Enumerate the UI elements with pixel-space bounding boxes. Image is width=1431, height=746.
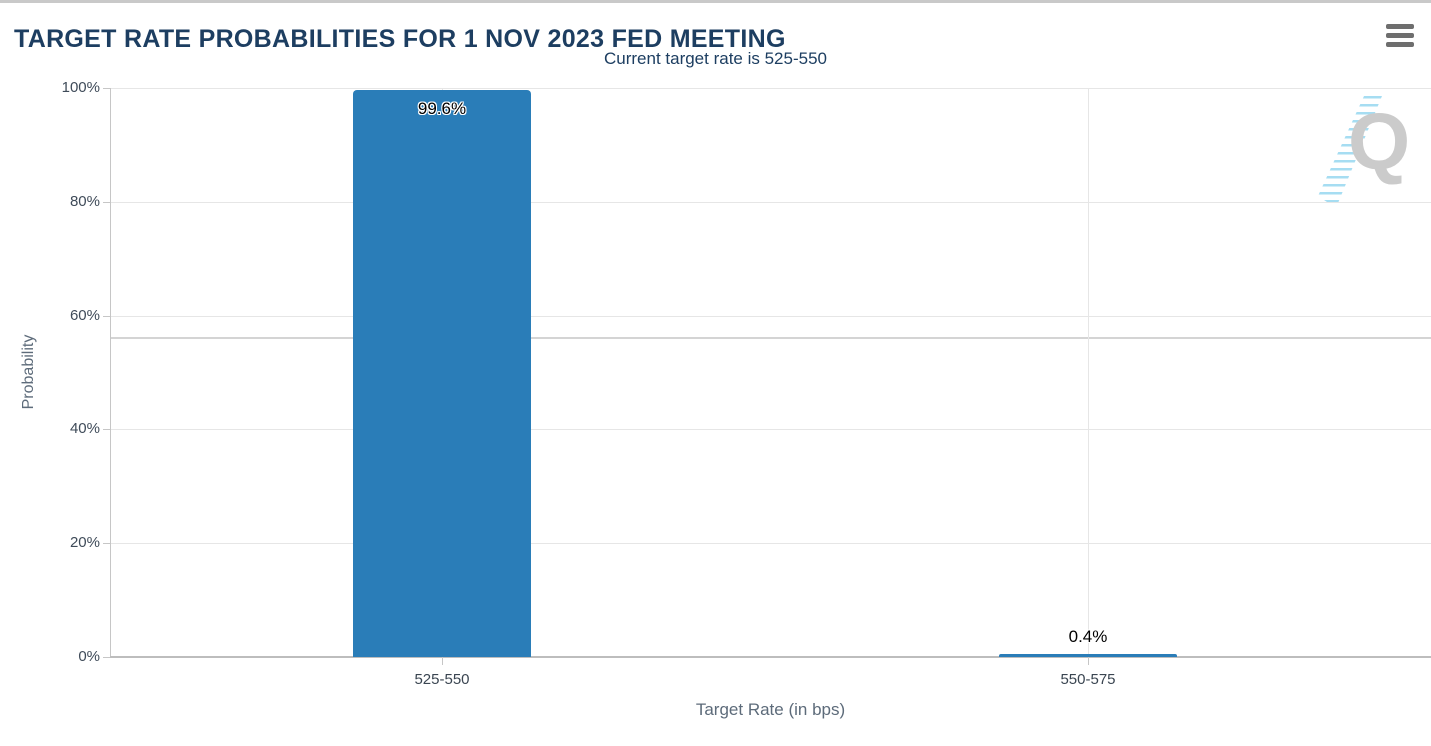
gridline-horizontal: [110, 201, 1431, 203]
x-tick-label: 550-575: [1060, 671, 1116, 688]
quikstrike-watermark: Q: [1316, 94, 1426, 214]
y-tick-label: 60%: [69, 306, 100, 324]
y-tick-label: 40%: [69, 420, 100, 438]
y-axis-line: [110, 88, 111, 658]
x-axis-line: [110, 656, 1431, 658]
top-divider: [0, 0, 1431, 3]
x-tick-label: 525-550: [414, 671, 470, 688]
q-logo-icon: Q: [1348, 97, 1411, 186]
chart-subtitle: Current target rate is 525-550: [603, 49, 827, 68]
bar-value-label: 99.6%: [417, 99, 467, 119]
y-tick-mark: [103, 201, 110, 203]
menu-button[interactable]: [1386, 24, 1414, 47]
y-tick-label: 20%: [69, 534, 100, 552]
hamburger-bar: [1386, 42, 1414, 47]
horizontal-divider: [110, 337, 1431, 339]
x-axis-title: Target Rate (in bps): [695, 700, 846, 719]
y-tick-mark: [103, 88, 110, 89]
bar-value-label: 0.4%: [1068, 627, 1108, 646]
y-tick-label: 100%: [61, 79, 100, 96]
y-tick-mark: [103, 657, 110, 658]
gridline-horizontal: [110, 315, 1431, 317]
y-tick-mark: [103, 429, 110, 431]
gridline-horizontal: [110, 88, 1431, 89]
gridline-horizontal: [110, 429, 1431, 431]
y-tick-mark: [103, 543, 110, 545]
hamburger-icon: [1386, 24, 1414, 29]
x-tick-mark: [1088, 657, 1089, 665]
y-tick-mark: [103, 315, 110, 317]
gridline-vertical: [1088, 88, 1089, 657]
page-title: TARGET RATE PROBABILITIES FOR 1 NOV 2023…: [14, 24, 786, 53]
x-tick-mark: [442, 657, 443, 665]
gridline-horizontal: [110, 543, 1431, 545]
y-tick-label: 80%: [69, 192, 100, 210]
bar[interactable]: [999, 654, 1177, 657]
y-tick-label: 0%: [78, 648, 100, 665]
hamburger-bar: [1386, 33, 1414, 38]
bar[interactable]: [353, 90, 531, 657]
